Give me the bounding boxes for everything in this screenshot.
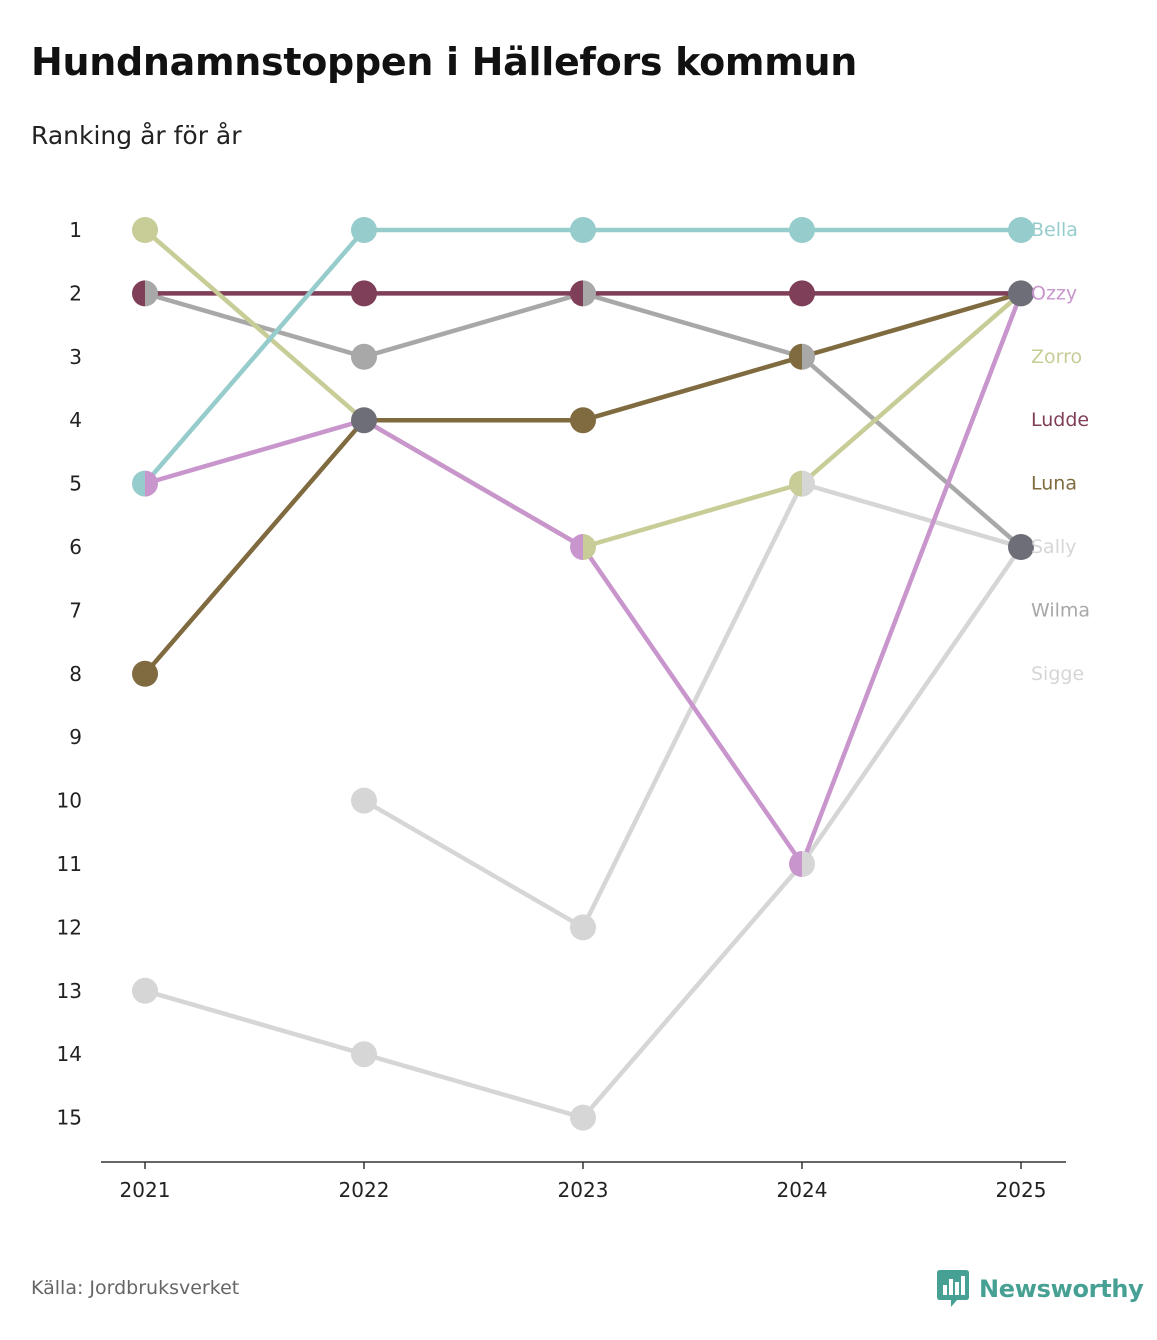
- point-sally-2024: [802, 470, 816, 497]
- series-label-luna: Luna: [1031, 473, 1077, 495]
- brand-name: Newsworthy: [979, 1275, 1144, 1303]
- brand-logo: Newsworthy: [937, 1270, 1144, 1308]
- series-label-bella: Bella: [1031, 219, 1078, 241]
- y-tick-label: 9: [69, 725, 82, 749]
- chart-subtitle: Ranking år för år: [31, 121, 242, 150]
- point-zorro-2021: [132, 217, 158, 243]
- x-tick-label: 2021: [120, 1178, 171, 1202]
- point-luna-2023: [570, 407, 596, 434]
- point-bella-2024: [789, 217, 815, 243]
- y-tick-label: 14: [57, 1042, 82, 1066]
- series-line-luna: [142, 291, 1024, 677]
- series-points: [132, 217, 1034, 1131]
- y-tick-label: 15: [57, 1106, 82, 1130]
- y-tick-label: 13: [57, 979, 82, 1003]
- point-ozzy-2021: [145, 470, 158, 497]
- x-axis: 2021 2022 2023 2024 2025: [101, 1161, 1066, 1202]
- point-tie-luna-ludde-zorro-ozzy-2025: [1008, 280, 1034, 307]
- y-tick-label: 11: [57, 852, 82, 876]
- point-wilma-2021: [145, 280, 158, 307]
- point-wilma-2022: [351, 343, 377, 370]
- point-bella-2025: [1008, 217, 1034, 243]
- series-labels: Bella Ozzy Zorro Ludde Luna Sally Wilma Sigge: [1031, 219, 1090, 685]
- y-tick-label: 12: [57, 915, 82, 939]
- point-sally-2023: [570, 914, 596, 941]
- series-label-sigge: Sigge: [1031, 663, 1084, 685]
- y-tick-label: 7: [69, 598, 82, 622]
- point-ludde-2021: [132, 280, 145, 307]
- y-tick-label: 8: [69, 662, 82, 686]
- point-sigge-2023: [570, 1104, 596, 1131]
- bar-chart-speech-bubble-icon: [937, 1270, 969, 1307]
- x-tick-label: 2022: [339, 1178, 390, 1202]
- point-zorro-2024: [789, 470, 802, 497]
- point-ludde-2022: [351, 280, 377, 307]
- point-ozzy-2023: [570, 534, 583, 560]
- y-tick-label: 2: [69, 281, 82, 305]
- series-label-wilma: Wilma: [1031, 599, 1090, 621]
- chart-title: Hundnamnstoppen i Hällefors kommun: [31, 40, 858, 84]
- series-label-ludde: Ludde: [1031, 409, 1089, 431]
- x-tick-label: 2023: [558, 1178, 609, 1202]
- point-bella-2022: [351, 217, 377, 243]
- y-tick-label: 5: [69, 472, 82, 496]
- series-label-zorro: Zorro: [1031, 346, 1082, 368]
- point-luna-2024: [789, 343, 802, 370]
- point-bella-2021: [132, 470, 145, 497]
- point-tie-luna-zorro-ozzy-2022: [351, 407, 377, 434]
- series-line-ozzy: [142, 291, 1024, 867]
- point-ludde-2023: [570, 280, 583, 307]
- point-tie-sigge-wilma-sally-2025: [1008, 534, 1034, 560]
- point-luna-2021: [132, 660, 158, 687]
- series-line-zorro: [142, 227, 1024, 550]
- y-tick-label: 4: [69, 408, 82, 432]
- y-tick-label: 3: [69, 345, 82, 369]
- x-tick-label: 2024: [777, 1178, 828, 1202]
- point-bella-2023: [570, 217, 596, 243]
- x-tick-label: 2025: [996, 1178, 1047, 1202]
- series-label-ozzy: Ozzy: [1031, 282, 1077, 304]
- y-tick-label: 6: [69, 535, 82, 559]
- point-sigge-2021: [132, 977, 158, 1004]
- point-ludde-2024: [789, 280, 815, 307]
- y-tick-label: 10: [57, 789, 82, 813]
- point-sally-2022: [351, 787, 377, 814]
- point-sigge-2024: [802, 851, 815, 877]
- point-zorro-2023: [583, 534, 596, 560]
- point-wilma-2023: [583, 280, 597, 307]
- point-wilma-2024: [802, 343, 816, 370]
- series-label-sally: Sally: [1031, 536, 1077, 558]
- point-ozzy-2024: [789, 851, 802, 877]
- series-lines: [142, 227, 1024, 1120]
- point-sigge-2022: [351, 1041, 377, 1068]
- source-note: Källa: Jordbruksverket: [31, 1277, 240, 1299]
- y-tick-label: 1: [69, 218, 82, 242]
